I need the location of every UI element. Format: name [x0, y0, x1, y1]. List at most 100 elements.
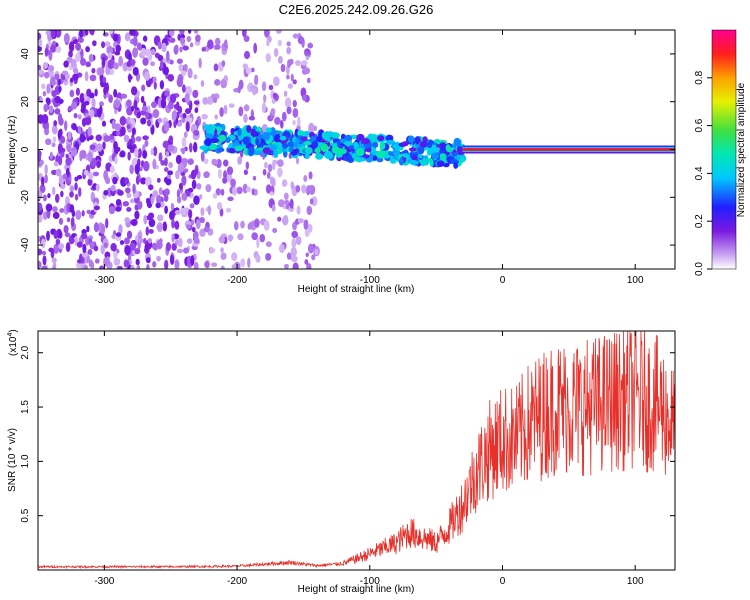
noise-speckle: [187, 158, 194, 165]
x-tick-label: 0: [500, 275, 506, 286]
trace-blob: [453, 137, 461, 147]
noise-speckle: [130, 218, 138, 227]
noise-speckle: [87, 126, 92, 137]
noise-speckle: [75, 87, 80, 96]
noise-speckle: [201, 46, 206, 52]
noise-speckle: [175, 170, 180, 180]
noise-speckle: [183, 168, 189, 173]
trace-blob: [398, 157, 405, 166]
noise-speckle: [74, 193, 79, 201]
noise-speckle: [286, 74, 290, 80]
noise-speckle: [132, 66, 139, 76]
noise-speckle: [150, 48, 156, 56]
noise-speckle: [101, 41, 106, 49]
snr-scale-factor: (x104): [7, 329, 19, 356]
noise-speckle: [176, 122, 183, 127]
trace-blob: [434, 147, 441, 152]
noise-speckle: [273, 76, 280, 87]
noise-speckle: [89, 92, 95, 99]
noise-speckle: [51, 90, 58, 98]
trace-blob: [331, 145, 340, 154]
noise-speckle: [46, 230, 50, 241]
noise-speckle: [181, 175, 187, 186]
noise-speckle: [281, 111, 287, 122]
noise-speckle: [80, 57, 87, 66]
noise-speckle: [244, 50, 251, 60]
noise-speckle: [51, 124, 58, 135]
noise-speckle: [227, 196, 234, 202]
colorbar-tick-label: 0.6: [694, 118, 705, 132]
noise-speckle: [61, 70, 69, 76]
noise-speckle: [189, 203, 195, 209]
noise-speckle: [42, 62, 49, 69]
noise-speckle: [54, 108, 61, 115]
noise-speckle: [228, 234, 233, 243]
noise-speckle: [245, 161, 250, 170]
noise-speckle: [42, 91, 47, 97]
noise-speckle: [164, 121, 170, 132]
trace-blob: [407, 135, 415, 143]
noise-speckle: [38, 32, 42, 41]
noise-speckle: [44, 71, 50, 79]
noise-speckle: [78, 30, 84, 38]
noise-speckle: [68, 50, 73, 58]
noise-speckle: [41, 176, 45, 187]
noise-speckle: [164, 157, 168, 167]
noise-speckle: [184, 93, 190, 104]
noise-speckle: [280, 63, 286, 73]
noise-speckle: [135, 258, 140, 266]
noise-speckle: [113, 62, 119, 70]
noise-speckle: [225, 207, 232, 213]
noise-speckle: [140, 117, 147, 125]
snr-series-line: [38, 331, 675, 570]
noise-speckle: [266, 171, 271, 180]
noise-speckle: [187, 68, 193, 79]
noise-speckle: [297, 116, 301, 127]
noise-speckle: [169, 254, 175, 265]
noise-speckle: [283, 90, 288, 97]
noise-speckle: [178, 63, 184, 72]
noise-speckle: [226, 166, 234, 176]
noise-speckle: [85, 46, 90, 53]
noise-speckle: [45, 138, 52, 146]
noise-speckle: [63, 225, 69, 234]
noise-speckle: [165, 151, 170, 158]
colorbar: 0.0 0.2 0.4 0.6 0.8 Normalized spectral ampl…: [694, 29, 747, 276]
trace-blob: [362, 138, 370, 145]
noise-speckle: [243, 35, 250, 43]
noise-speckle: [207, 205, 212, 216]
noise-speckle: [125, 187, 131, 194]
noise-speckle: [55, 46, 62, 53]
noise-speckle: [224, 39, 228, 49]
noise-speckle: [187, 117, 193, 123]
colorbar-strip: [711, 29, 737, 270]
noise-speckle: [157, 41, 162, 50]
noise-speckle: [141, 84, 146, 92]
noise-speckle: [121, 126, 126, 136]
y-tick-label: -20: [20, 190, 31, 205]
colorbar-tick-label: 0.4: [694, 166, 705, 180]
noise-speckle: [147, 237, 153, 244]
x-tick-label: -300: [94, 576, 114, 587]
noise-speckle: [192, 141, 198, 153]
trace-blob: [242, 136, 250, 145]
noise-speckle: [185, 121, 190, 132]
snr-x-label: Height of straight line (km): [298, 584, 415, 595]
noise-speckle: [136, 42, 142, 51]
noise-speckle: [86, 209, 91, 215]
noise-speckle: [129, 164, 134, 175]
noise-speckle: [181, 117, 186, 123]
noise-speckle: [306, 185, 312, 194]
noise-speckle: [282, 215, 289, 226]
x-tick-label: -200: [227, 576, 247, 587]
trace-blob: [294, 128, 299, 138]
noise-speckle: [144, 48, 152, 57]
noise-speckle: [92, 40, 97, 47]
noise-speckle: [44, 164, 48, 175]
trace-blob: [288, 146, 294, 153]
noise-speckle: [164, 90, 170, 97]
noise-speckle: [94, 88, 98, 97]
noise-speckle: [80, 232, 88, 240]
noise-speckle: [245, 67, 252, 75]
noise-speckle: [60, 190, 64, 198]
